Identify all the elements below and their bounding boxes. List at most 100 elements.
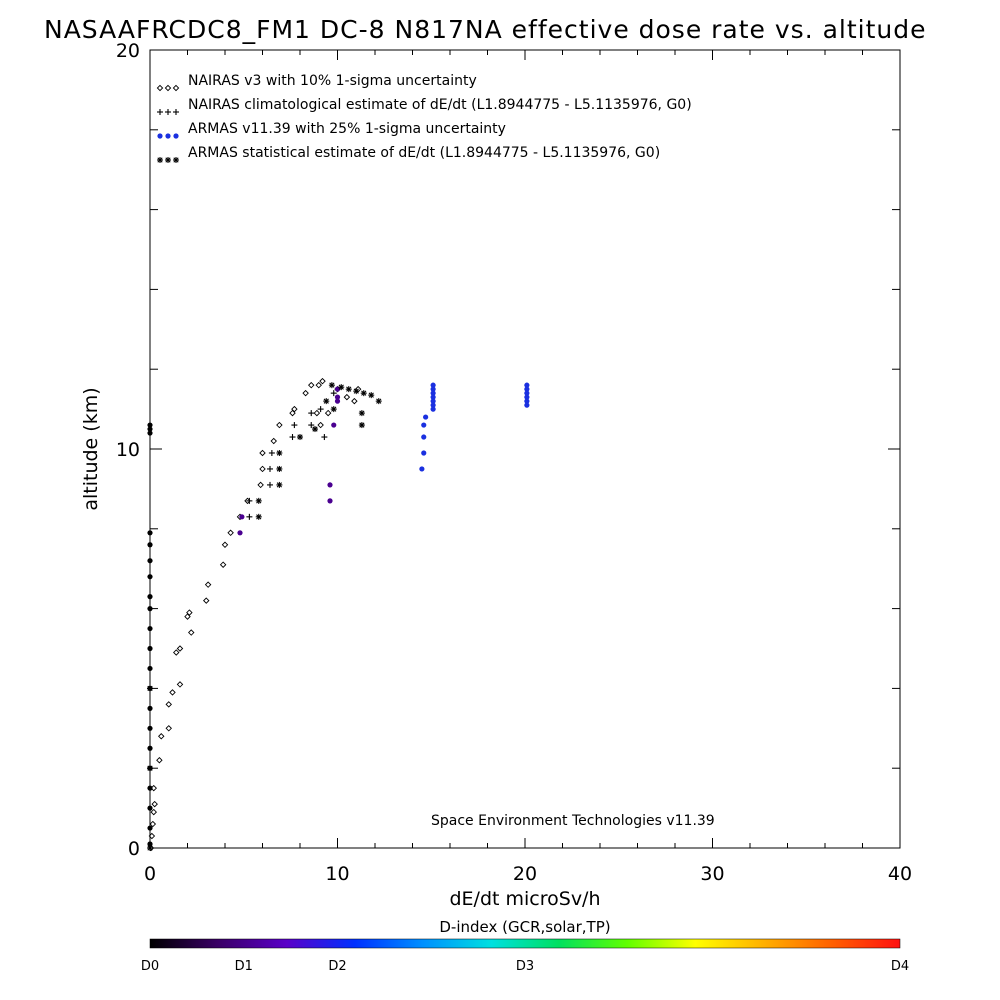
- x-tick-label: 0: [144, 863, 156, 885]
- series-plus: [246, 390, 337, 520]
- data-point: [421, 434, 427, 440]
- data-point: [524, 394, 530, 400]
- colorbar-tick-labels: D0 D1 D2 D3 D4: [141, 959, 909, 974]
- data-point: [268, 449, 275, 456]
- x-axis-label: dE/dt microSv/h: [449, 888, 600, 910]
- legend-entry: ARMAS v11.39 with 25% 1-sigma uncertaint…: [188, 121, 506, 137]
- data-point: [334, 398, 341, 404]
- data-point: [176, 645, 184, 652]
- data-point: [239, 514, 245, 520]
- data-point: [270, 437, 277, 445]
- data-point: [255, 513, 262, 520]
- y-tick-label: 0: [128, 838, 140, 860]
- data-point: [184, 613, 191, 620]
- data-point: [147, 426, 153, 432]
- data-point: [430, 382, 436, 388]
- x-tick-label: 30: [700, 863, 724, 885]
- data-point: [147, 765, 153, 772]
- data-point: [246, 497, 253, 504]
- data-point: [308, 381, 315, 389]
- data-point: [353, 388, 360, 395]
- data-point: [331, 422, 337, 428]
- axis-ticks: [149, 49, 901, 849]
- data-point: [165, 725, 172, 732]
- data-point: [267, 465, 273, 472]
- x-tick-labels: 0 10 20 30 40: [144, 863, 912, 885]
- data-point: [147, 594, 153, 600]
- legend-marker: [165, 133, 171, 139]
- data-point: [321, 434, 328, 441]
- data-point: [276, 421, 283, 429]
- colorbar-tick-label: D2: [328, 959, 346, 974]
- colorbar-tick-label: D1: [235, 959, 253, 974]
- legend-marker: [173, 133, 179, 139]
- data-point: [312, 426, 318, 433]
- data-point: [259, 465, 266, 473]
- data-point: [147, 725, 153, 731]
- data-point: [149, 820, 157, 828]
- legend-marker: [173, 157, 179, 163]
- data-point: [323, 398, 330, 405]
- data-point: [237, 530, 243, 536]
- data-point: [156, 756, 163, 764]
- legend-marker: [165, 109, 171, 115]
- colorbar-tick-label: D4: [891, 959, 909, 974]
- chart-title: NASAAFRCDC8_FM1 DC-8 N817NA effective do…: [44, 15, 927, 44]
- data-point: [524, 390, 530, 396]
- data-point: [308, 410, 315, 417]
- data-point: [324, 409, 332, 417]
- legend-marker: [164, 84, 172, 92]
- data-point: [147, 430, 153, 436]
- data-point: [188, 629, 195, 636]
- legend-marker: [157, 157, 163, 163]
- series-dot: [147, 382, 530, 847]
- data-point: [147, 805, 153, 811]
- data-point: [368, 392, 375, 399]
- colorbar-label: D-index (GCR,solar,TP): [439, 918, 610, 936]
- legend-marker: [157, 109, 163, 115]
- data-point: [291, 422, 298, 429]
- data-point: [297, 434, 303, 441]
- data-point: [302, 389, 309, 397]
- data-point: [276, 465, 283, 472]
- data-point: [430, 406, 436, 412]
- x-tick-label: 10: [325, 863, 349, 885]
- data-point: [524, 398, 530, 404]
- data-point: [147, 558, 153, 564]
- legend-entry: NAIRAS v3 with 10% 1-sigma uncertainty: [188, 73, 477, 89]
- data-point: [343, 393, 351, 401]
- data-point: [524, 382, 530, 388]
- data-point: [147, 422, 153, 428]
- data-point: [308, 422, 315, 429]
- data-point: [330, 406, 337, 413]
- data-point: [255, 497, 262, 504]
- data-point: [147, 845, 153, 851]
- data-point: [327, 482, 333, 488]
- legend-marker: [173, 109, 179, 115]
- data-point: [289, 434, 296, 441]
- data-point: [375, 398, 382, 405]
- data-point: [147, 685, 153, 692]
- series-asterisk: [147, 382, 382, 851]
- data-point: [148, 832, 156, 840]
- y-tick-labels: 0 10 20: [116, 40, 140, 860]
- data-point: [176, 681, 184, 688]
- data-point: [524, 386, 530, 392]
- data-point: [328, 382, 335, 389]
- data-point: [147, 645, 153, 652]
- data-point: [358, 410, 365, 417]
- data-point: [165, 701, 172, 708]
- data-point: [246, 513, 253, 520]
- legend-marker: [156, 84, 164, 92]
- data-point: [147, 606, 153, 612]
- data-point: [360, 390, 367, 397]
- data-point: [330, 390, 337, 397]
- data-points: [147, 377, 530, 852]
- data-point: [173, 649, 180, 656]
- data-point: [334, 394, 341, 400]
- data-point: [221, 541, 229, 548]
- plot-frame: [149, 49, 901, 849]
- legend-entry: NAIRAS climatological estimate of dE/dt …: [188, 97, 692, 113]
- data-point: [147, 542, 153, 548]
